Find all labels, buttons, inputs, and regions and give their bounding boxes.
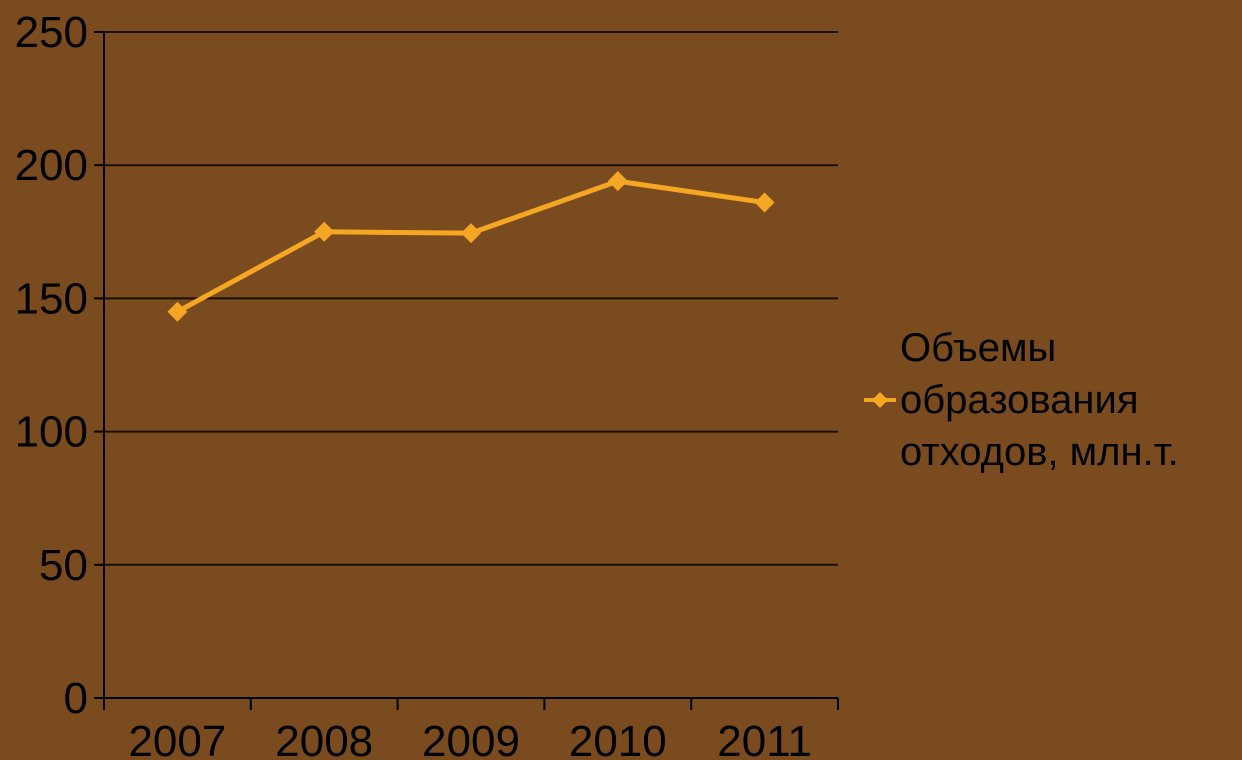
x-tick-label: 2007 <box>128 717 226 760</box>
x-tick-label: 2010 <box>569 717 667 760</box>
y-tick-label: 0 <box>64 674 88 723</box>
y-tick-label: 250 <box>15 8 88 57</box>
legend-line-2: образования <box>900 378 1139 422</box>
gridlines <box>104 31 838 566</box>
data-point <box>607 171 628 192</box>
legend-marker-icon <box>864 392 896 408</box>
series-layer <box>167 171 775 322</box>
legend-line-1: Объемы <box>900 326 1057 370</box>
y-tick-label: 100 <box>15 408 88 457</box>
x-tick-label: 2009 <box>422 717 520 760</box>
y-tick-label: 200 <box>15 141 88 190</box>
data-point <box>461 223 481 244</box>
legend-line-3: отходов, млн.т. <box>900 430 1179 474</box>
legend-label: Объемы образования отходов, млн.т. <box>900 322 1179 478</box>
y-tick-label: 150 <box>15 274 88 323</box>
axes <box>94 31 839 710</box>
y-tick-label: 50 <box>39 541 88 590</box>
x-tick-label: 2011 <box>717 717 812 760</box>
series-line <box>176 178 765 314</box>
data-point <box>314 221 335 242</box>
data-point <box>167 301 188 322</box>
x-tick-labels: 2007 2008 2009 2010 2011 <box>128 717 811 760</box>
data-point <box>754 192 775 213</box>
x-tick-label: 2008 <box>275 717 373 760</box>
legend: Объемы образования отходов, млн.т. <box>862 322 1179 478</box>
y-tick-labels: 0 50 100 150 200 250 <box>15 8 88 723</box>
